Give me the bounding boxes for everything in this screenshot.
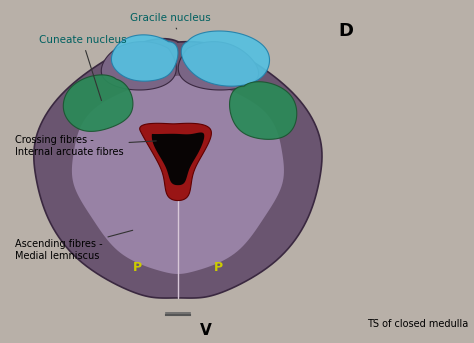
Text: Cuneate nucleus: Cuneate nucleus xyxy=(38,35,126,100)
Text: P: P xyxy=(213,261,223,274)
Polygon shape xyxy=(72,75,284,274)
Polygon shape xyxy=(140,123,211,201)
Text: V: V xyxy=(201,323,212,338)
Text: Crossing fibres -
Internal arcuate fibres: Crossing fibres - Internal arcuate fibre… xyxy=(15,135,156,157)
Polygon shape xyxy=(101,42,176,90)
Polygon shape xyxy=(34,39,322,298)
Polygon shape xyxy=(178,42,259,90)
Text: Ascending fibres -
Medial lemniscus: Ascending fibres - Medial lemniscus xyxy=(15,230,133,261)
Text: TS of closed medulla: TS of closed medulla xyxy=(367,319,469,329)
Text: D: D xyxy=(338,22,353,40)
Polygon shape xyxy=(152,132,204,185)
Polygon shape xyxy=(64,75,133,131)
Text: Gracile nucleus: Gracile nucleus xyxy=(130,13,211,29)
Text: P: P xyxy=(133,261,142,274)
Polygon shape xyxy=(181,31,270,86)
Polygon shape xyxy=(229,82,297,139)
Polygon shape xyxy=(111,35,178,81)
